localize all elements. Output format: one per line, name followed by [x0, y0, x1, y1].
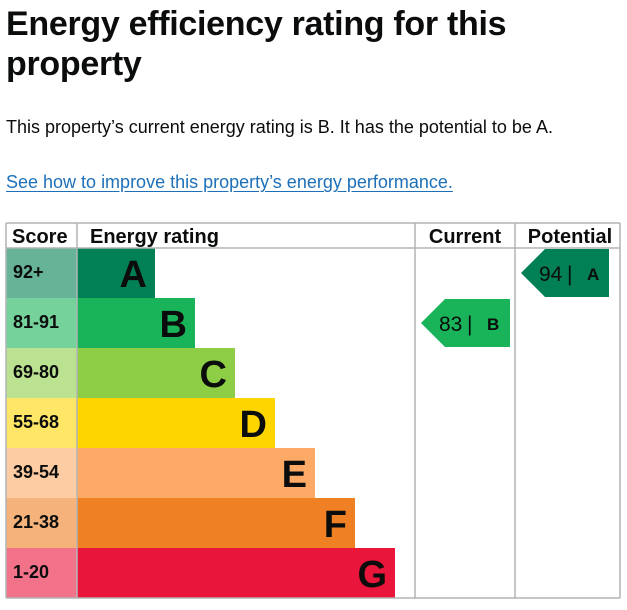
band-letter: C — [200, 354, 227, 396]
band-score-label: 81-91 — [13, 312, 59, 332]
band-bar — [77, 298, 195, 348]
band-letter: B — [160, 304, 187, 346]
potential-letter: A — [587, 265, 599, 284]
potential-rating-marker: 94 | A — [521, 249, 609, 297]
rating-markers: 83 | B94 | A — [421, 249, 609, 347]
band-score-cell — [6, 548, 77, 598]
band-letter: A — [120, 254, 147, 296]
current-score: 83 — [439, 313, 462, 336]
band-letter: G — [357, 554, 387, 596]
band-score-label: 55-68 — [13, 412, 59, 432]
band-a: 92+ A — [6, 248, 155, 298]
band-score-label: 69-80 — [13, 362, 59, 382]
page-title: Energy efficiency rating for this proper… — [6, 5, 507, 83]
band-letter: F — [324, 504, 347, 546]
improve-performance-link[interactable]: See how to improve this property’s energ… — [6, 172, 453, 192]
band-letter: D — [240, 404, 267, 446]
current-separator: | — [467, 313, 472, 336]
band-c: 69-80 C — [6, 348, 235, 398]
band-e: 39-54 E — [6, 448, 315, 498]
band-score-label: 39-54 — [13, 462, 59, 482]
rating-bands: 92+ A 81-91 B 69-80 C 55-68 D 39-54 E 21-38 F 1-20 G — [6, 248, 395, 598]
band-score-cell — [6, 298, 77, 348]
band-bar — [77, 448, 315, 498]
band-score-label: 1-20 — [13, 562, 49, 582]
band-d: 55-68 D — [6, 398, 275, 448]
current-letter: B — [487, 315, 499, 334]
band-bar — [77, 548, 395, 598]
header-energy-rating: Energy rating — [90, 226, 219, 248]
rating-summary: This property’s current energy rating is… — [6, 117, 553, 137]
band-score-cell — [6, 398, 77, 448]
header-score: Score — [12, 226, 68, 248]
band-bar — [77, 348, 235, 398]
band-bar — [77, 398, 275, 448]
band-b: 81-91 B — [6, 298, 195, 348]
band-score-label: 21-38 — [13, 512, 59, 532]
band-bar — [77, 498, 355, 548]
header-current: Current — [429, 226, 502, 248]
header-potential: Potential — [528, 226, 612, 248]
band-g: 1-20 G — [6, 548, 395, 598]
band-score-label: 92+ — [13, 262, 44, 282]
band-letter: E — [282, 454, 307, 496]
band-bar — [77, 248, 155, 298]
potential-separator: | — [567, 263, 572, 286]
chart-headers: Score Energy rating Current Potential — [12, 226, 612, 248]
current-rating-marker: 83 | B — [421, 299, 510, 347]
potential-marker-shape — [521, 249, 609, 297]
band-score-cell — [6, 498, 77, 548]
band-score-cell — [6, 248, 77, 298]
band-f: 21-38 F — [6, 498, 355, 548]
chart-grid — [5, 222, 621, 599]
band-score-cell — [6, 448, 77, 498]
potential-score: 94 — [539, 263, 563, 286]
current-marker-shape — [421, 299, 510, 347]
band-score-cell — [6, 348, 77, 398]
